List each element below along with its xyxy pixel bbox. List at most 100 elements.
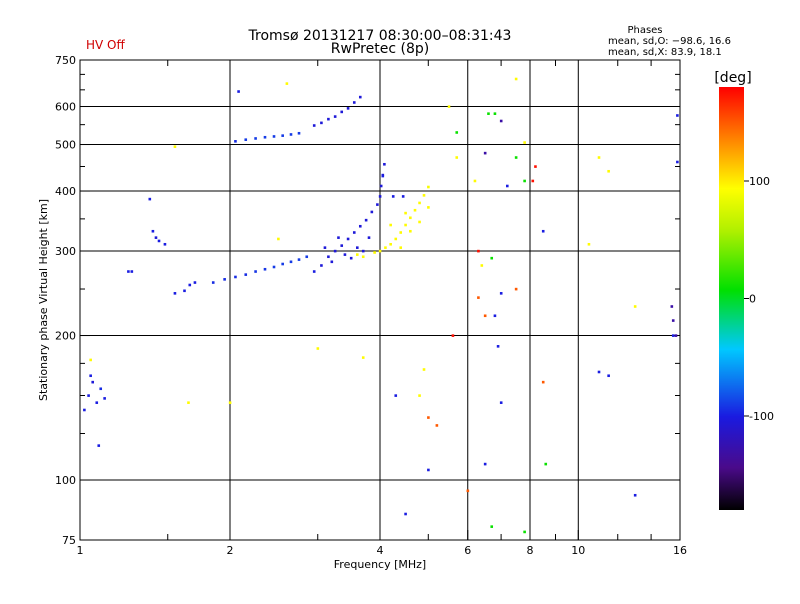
data-point [466, 489, 470, 493]
x-axis-ticks: 1 2 4 6 8 10 16 [77, 60, 687, 557]
data-point [427, 468, 430, 472]
data-point [364, 218, 368, 222]
data-point [418, 394, 421, 397]
data-point [352, 101, 356, 104]
data-point [323, 246, 327, 249]
chart-subtitle: RwPretec (8p) [331, 41, 429, 57]
data-point [394, 394, 398, 397]
data-point [361, 249, 365, 253]
data-point [87, 394, 90, 397]
grid-lines [80, 60, 680, 540]
data-point [103, 397, 106, 400]
data-point [183, 289, 186, 293]
data-point [277, 237, 280, 241]
data-point [671, 334, 675, 337]
y-axis-ticks: 75 100 200 300 400 500 600 750 [55, 54, 680, 547]
data-point [320, 121, 323, 125]
data-point [346, 107, 350, 110]
data-point [422, 368, 426, 371]
data-point [83, 408, 86, 412]
x-tick-label: 16 [673, 544, 687, 557]
data-point [355, 246, 359, 249]
chart-title: Tromsø 20131217 08:30:00–08:31:43 [248, 28, 512, 44]
data-point [499, 401, 503, 404]
data-point [281, 134, 284, 137]
data-point [447, 105, 451, 108]
colorbar [719, 87, 744, 510]
data-point [358, 95, 362, 99]
data-point [361, 356, 365, 359]
y-tick-label: 200 [55, 330, 76, 343]
data-point [89, 358, 92, 362]
data-point [391, 195, 395, 198]
x-tick-label: 4 [377, 544, 384, 557]
data-point [427, 206, 430, 209]
data-point [633, 493, 637, 497]
data-point [597, 156, 601, 159]
data-point [477, 249, 480, 253]
data-point [435, 424, 439, 427]
colorbar-label: [deg] [714, 70, 751, 86]
data-point [254, 270, 257, 273]
data-point [337, 236, 340, 239]
data-point [340, 244, 344, 247]
data-point [607, 374, 610, 378]
data-point [237, 90, 240, 93]
data-point [254, 137, 257, 140]
data-point [401, 195, 405, 198]
data-point [327, 117, 330, 121]
data-point [330, 260, 334, 264]
data-point [358, 224, 362, 228]
data-point [272, 135, 276, 138]
y-axis-label: Stationary phase Virtual Height [km] [37, 199, 50, 401]
data-point [676, 160, 679, 164]
data-point [297, 258, 301, 261]
hv-status: HV Off [86, 38, 125, 52]
data-point [523, 141, 526, 144]
data-point [404, 512, 407, 516]
data-point [422, 194, 426, 197]
x-tick-label: 6 [464, 544, 471, 557]
data-point [496, 345, 500, 348]
y-tick-label: 750 [55, 54, 76, 67]
data-point [379, 184, 383, 188]
data-point [483, 314, 487, 318]
colorbar-tick-label: 0 [749, 293, 756, 306]
data-point [480, 264, 484, 267]
data-point [163, 242, 167, 246]
data-point [378, 195, 382, 198]
phases-heading: Phases [627, 25, 662, 36]
data-point [597, 370, 601, 374]
data-point [383, 162, 386, 166]
data-point [370, 210, 374, 214]
data-point [188, 283, 192, 287]
data-point [399, 231, 403, 234]
data-point [130, 270, 134, 273]
data-point [367, 236, 371, 239]
data-point [361, 255, 365, 259]
data-point [389, 223, 392, 227]
data-point [477, 296, 480, 299]
data-point [427, 185, 430, 189]
data-point [234, 140, 237, 143]
y-tick-label: 400 [55, 185, 76, 198]
data-point [514, 287, 518, 291]
data-point [409, 229, 412, 233]
data-point [343, 253, 347, 256]
data-point [587, 242, 591, 246]
data-point [127, 270, 130, 273]
data-point [487, 112, 490, 115]
x-tick-label: 1 [77, 544, 84, 557]
data-point [473, 179, 477, 183]
colorbar-tick-label: 100 [749, 175, 770, 188]
data-point [154, 236, 158, 239]
data-point [514, 77, 518, 81]
data-point [376, 203, 379, 206]
x-tick-label: 2 [227, 544, 234, 557]
data-point [671, 319, 675, 322]
data-point [285, 82, 289, 85]
phases-x-stats: mean, sd,X: 83.9, 18.1 [608, 47, 722, 58]
data-point [490, 525, 494, 528]
data-point [455, 156, 459, 159]
